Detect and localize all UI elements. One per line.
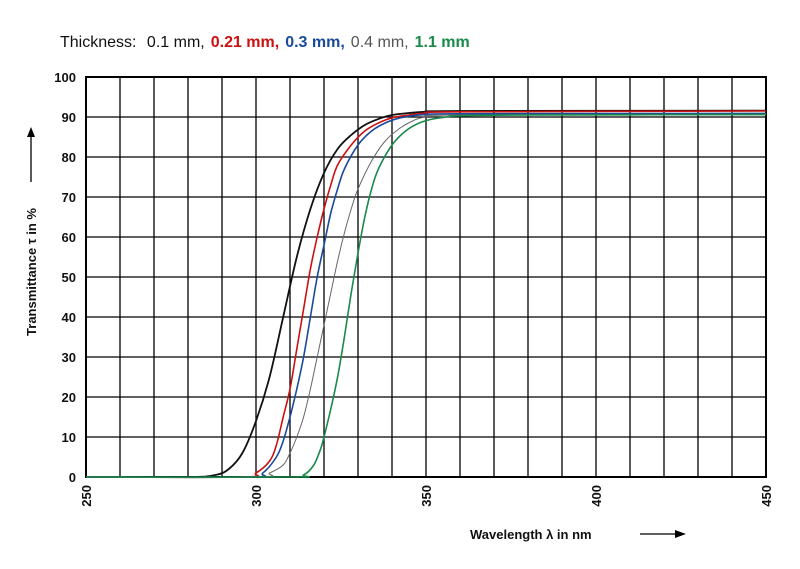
- x-tick-label: 350: [419, 485, 434, 507]
- series-line-0-3-mm: [85, 112, 767, 479]
- y-tick-label: 80: [62, 150, 76, 165]
- x-tick-label: 450: [759, 485, 774, 507]
- x-tick-label: 400: [589, 485, 604, 507]
- x-axis-arrowhead: [675, 530, 686, 538]
- x-tick-label: 300: [249, 485, 264, 507]
- plot-border: [85, 76, 767, 478]
- y-axis-arrowhead: [27, 127, 35, 137]
- y-tick-label: 60: [62, 230, 76, 245]
- series-line-0-4-mm: [85, 113, 767, 478]
- series-line-0-1-mm: [85, 109, 767, 479]
- series-line-0-21-mm: [85, 110, 767, 479]
- y-axis-label: Transmittance τ in %: [24, 208, 39, 336]
- chart-legend: Thickness: 0.1 mm, 0.21 mm, 0.3 mm, 0.4 mm,…: [60, 34, 474, 52]
- legend-item: 1.1 mm: [414, 34, 470, 51]
- y-tick-label: 20: [62, 390, 76, 405]
- y-tick-label: 30: [62, 350, 76, 365]
- y-tick-label: 90: [62, 110, 76, 125]
- y-tick-label: 0: [69, 470, 76, 485]
- x-tick-label: 250: [79, 485, 94, 507]
- y-tick-label: 10: [62, 430, 76, 445]
- x-axis-label: Wavelength λ in nm: [470, 527, 592, 542]
- y-tick-label: 100: [54, 70, 76, 85]
- legend-item: 0.1 mm,: [146, 34, 205, 51]
- y-tick-label: 40: [62, 310, 76, 325]
- legend-prefix: Thickness:: [60, 34, 137, 51]
- legend-item: 0.21 mm,: [210, 34, 280, 51]
- legend-item: 0.3 mm,: [285, 34, 345, 51]
- y-tick-label: 70: [62, 190, 76, 205]
- series-line-1-1-mm: [85, 113, 767, 478]
- legend-item: 0.4 mm,: [350, 34, 409, 51]
- y-tick-label: 50: [62, 270, 76, 285]
